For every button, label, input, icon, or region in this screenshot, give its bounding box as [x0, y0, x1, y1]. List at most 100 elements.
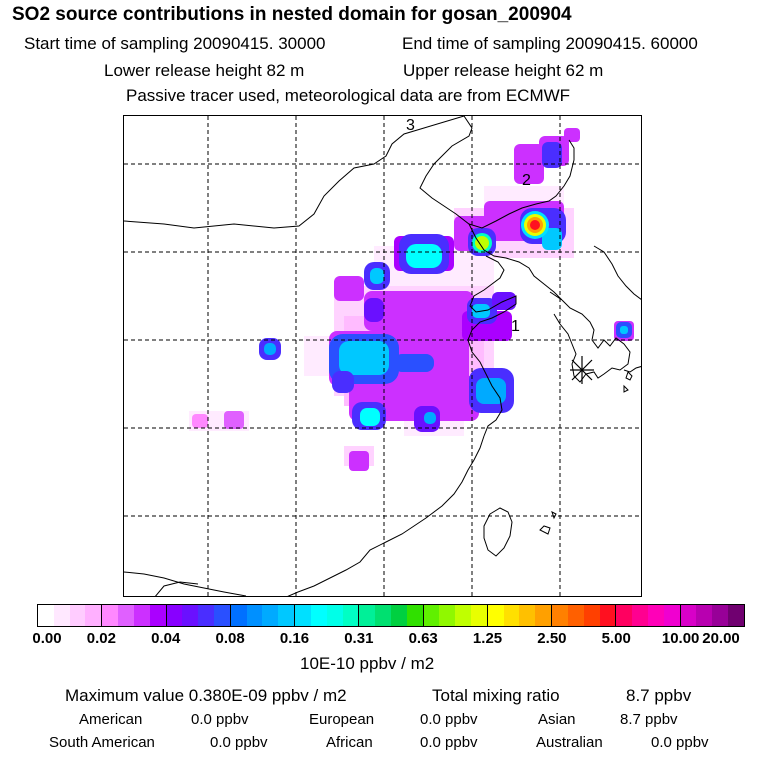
korea-coast	[593, 245, 641, 300]
color-scale-segment	[230, 605, 296, 626]
inland-border	[155, 581, 199, 596]
color-swatch	[680, 605, 697, 626]
plume-cell	[224, 411, 244, 429]
color-scale-tick-label: 0.63	[408, 630, 438, 647]
japan-coast	[623, 366, 641, 373]
color-swatch	[278, 605, 295, 626]
color-swatch	[326, 605, 343, 626]
color-scale-segment	[102, 605, 167, 626]
receptor-asterisk-icon	[570, 356, 594, 384]
color-swatch	[423, 605, 440, 626]
color-swatch	[439, 605, 456, 626]
color-swatch	[359, 605, 376, 626]
color-swatch	[728, 605, 744, 626]
color-scale-segment	[38, 605, 103, 626]
island	[625, 371, 633, 381]
color-swatch	[53, 605, 70, 626]
island	[551, 511, 557, 520]
color-swatch	[567, 605, 584, 626]
plume-cell	[620, 326, 628, 334]
color-swatch	[38, 605, 54, 626]
taiwan-coast	[483, 507, 513, 557]
color-scale-segment	[680, 605, 744, 626]
coastline	[124, 116, 465, 229]
island	[623, 384, 629, 393]
australian-value: 0.0 ppbv	[651, 734, 709, 751]
color-swatch	[182, 605, 199, 626]
color-scale-segment	[295, 605, 360, 626]
color-swatch	[406, 605, 423, 626]
color-scale-segment	[616, 605, 681, 626]
american-value: 0.0 ppbv	[191, 711, 249, 728]
lower-release-height: Lower release height 82 m	[104, 61, 305, 80]
border-line	[419, 116, 575, 229]
map-panel: 3 2 1	[123, 115, 642, 597]
asian-value: 8.7 ppbv	[620, 711, 678, 728]
color-scale-tick-label: 0.16	[279, 630, 310, 647]
color-swatch	[213, 605, 230, 626]
plume-cell	[339, 341, 389, 375]
color-swatch	[390, 605, 407, 626]
color-swatch	[616, 605, 633, 626]
color-swatch	[246, 605, 263, 626]
marker-label-1: 1	[511, 318, 520, 335]
hotspot	[530, 220, 540, 230]
plume-cell	[360, 408, 380, 426]
color-swatch	[166, 605, 183, 626]
total-mixing-ratio-label: Total mixing ratio	[432, 686, 560, 705]
hotspot	[475, 236, 489, 250]
lat-lon-grid	[124, 116, 641, 596]
island	[539, 525, 551, 535]
units-label: 10E-10 ppbv / m2	[300, 654, 435, 673]
end-time: End time of sampling 20090415. 60000	[402, 34, 698, 53]
color-swatch	[599, 605, 616, 626]
color-scale-tick-label: 10.00	[661, 630, 700, 647]
color-scale-tick-label: 0.04	[151, 630, 181, 647]
african-value: 0.0 ppbv	[420, 734, 478, 751]
european-value: 0.0 ppbv	[420, 711, 478, 728]
plume-cell	[364, 291, 474, 331]
plume-cell	[364, 298, 384, 322]
plume-cell	[264, 343, 276, 355]
color-swatch	[535, 605, 552, 626]
color-scale-tick-label: 0.31	[344, 630, 374, 647]
plume-cell	[564, 128, 580, 142]
african-label: African	[326, 734, 373, 751]
color-scale-segment	[487, 605, 553, 626]
color-swatch	[149, 605, 166, 626]
marker-label-2: 2	[522, 172, 531, 189]
color-scale-tick-label: 2.50	[537, 630, 567, 647]
color-scale-tick-label: 0.02	[86, 630, 116, 647]
color-swatch	[133, 605, 150, 626]
color-scale-tick-label: 0.00	[32, 630, 62, 647]
plume-cell	[542, 228, 562, 250]
korea-coast	[553, 299, 631, 383]
asian-label: Asian	[538, 711, 576, 728]
map-title: SO2 source contributions in nested domai…	[12, 4, 572, 25]
european-label: European	[309, 711, 375, 728]
plume-cell	[349, 451, 369, 471]
tracer-note: Passive tracer used, meteorological data…	[126, 86, 571, 105]
color-swatch	[663, 605, 680, 626]
color-scale-tick-label: 0.08	[215, 630, 245, 647]
color-scale-segment	[359, 605, 424, 626]
color-swatch	[696, 605, 713, 626]
plume-mid	[192, 136, 634, 471]
inland-border	[124, 571, 247, 596]
color-scale-tick-label: 20.00	[702, 630, 740, 647]
color-swatch	[519, 605, 536, 626]
south-american-value: 0.0 ppbv	[210, 734, 268, 751]
color-scale-tick-label: 1.25	[472, 630, 503, 647]
plume-cell	[476, 378, 506, 404]
australian-label: Australian	[536, 734, 603, 751]
coastlines	[124, 116, 641, 596]
color-swatch	[648, 605, 664, 626]
upper-release-height: Upper release height 62 m	[403, 61, 604, 80]
color-swatch	[262, 605, 279, 626]
color-scale-bar	[37, 604, 745, 627]
plume-cell	[542, 142, 562, 168]
plume-cell	[406, 244, 442, 268]
plume-cell	[192, 414, 208, 428]
plume-cell	[334, 276, 364, 301]
coastline	[467, 255, 517, 437]
